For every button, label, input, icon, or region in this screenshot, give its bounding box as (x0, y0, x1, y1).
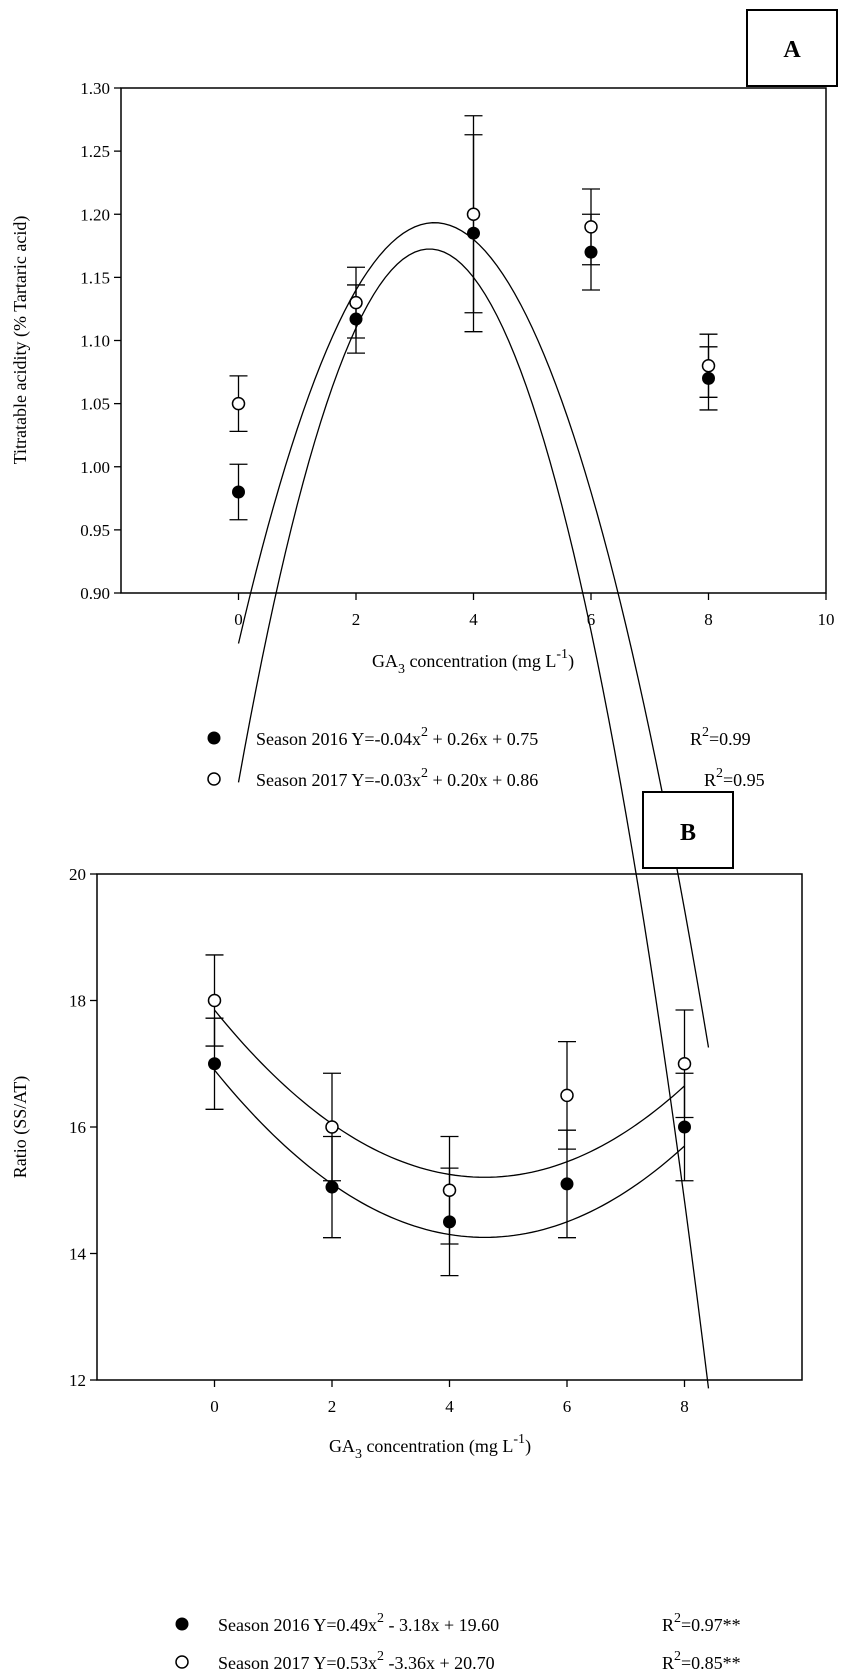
panel-a-fit-curves (237, 222, 710, 1389)
legend-b-2017-r2: R2=0.85** (662, 1649, 741, 1673)
y-tick-label: 1.30 (80, 79, 110, 98)
panel-b-letter: B (680, 820, 696, 846)
data-point-2016 (349, 312, 363, 326)
x-tick-label: 0 (210, 1397, 219, 1416)
x-tick-label: 10 (818, 610, 835, 629)
panel-a: A 0.90 0.95 1.00 1.05 1.10 1.15 1.20 1.25 1.30 0 2… (10, 9, 838, 1389)
data-point-2017 (231, 396, 246, 411)
data-point-2016 (467, 226, 480, 240)
data-point-2016 (208, 1057, 221, 1071)
legend-b-2016-marker (175, 1617, 189, 1631)
legend-a-2016-label: Season 2016 Y=-0.04x2 + 0.26x + 0.75 (256, 725, 538, 749)
x-tick-label: 0 (234, 610, 243, 629)
y-tick-label: 1.20 (80, 205, 110, 224)
fit-curve-season-2016 (237, 248, 710, 1389)
data-point-2017 (207, 993, 222, 1008)
data-point-2016 (678, 1120, 691, 1134)
legend-b-2017-marker (175, 1655, 189, 1669)
panel-a-x-axis-label: GA3 concentration (mg L-1) (372, 647, 574, 677)
panel-b-y-axis-label: Ratio (SS/AT) (10, 1076, 31, 1179)
data-point-2017 (442, 1183, 457, 1197)
y-tick-label: 1.05 (80, 395, 110, 414)
x-tick-label: 2 (352, 610, 361, 629)
x-tick-label: 2 (328, 1397, 337, 1416)
y-tick-label: 0.95 (80, 521, 110, 540)
x-tick-label: 6 (563, 1397, 572, 1416)
x-tick-label: 4 (445, 1397, 454, 1416)
panel-a-letter: A (783, 37, 801, 63)
y-tick-label: 14 (69, 1245, 87, 1264)
y-tick-label: 1.10 (80, 332, 110, 351)
panel-a-y-axis-label: Titratable acidity (% Tartaric acid) (10, 216, 31, 465)
y-tick-label: 1.25 (80, 142, 110, 161)
legend-a-2016-marker (207, 731, 221, 745)
legend-a-2017-label: Season 2017 Y=-0.03x2 + 0.20x + 0.86 (256, 766, 538, 790)
y-tick-label: 1.15 (80, 268, 110, 287)
panel-b-x-axis-label: GA3 concentration (mg L-1) (329, 1432, 531, 1462)
y-tick-label: 1.00 (80, 458, 110, 477)
data-point-2017 (466, 207, 481, 221)
panel-b: B 12 14 16 18 20 0 2 4 6 8 Ratio (SS/AT) GA3 conc… (10, 791, 803, 1673)
legend-a-2017-marker (207, 772, 221, 786)
panel-a-legend: Season 2016 Y=-0.04x2 + 0.26x + 0.75 R2=… (207, 725, 765, 790)
data-point-2016 (702, 371, 715, 385)
data-point-2017 (701, 359, 716, 373)
panel-b-legend: Season 2016 Y=0.49x2 - 3.18x + 19.60 R2=… (175, 1611, 741, 1673)
y-tick-label: 0.90 (80, 584, 110, 603)
data-point-2017 (349, 295, 363, 310)
data-point-2016 (325, 1180, 339, 1194)
panel-a-data-marks (229, 115, 718, 521)
x-tick-label: 4 (469, 610, 478, 629)
data-point-2017 (325, 1120, 339, 1134)
x-tick-label: 8 (680, 1397, 689, 1416)
data-point-2017 (560, 1088, 574, 1103)
panel-a-axis-ticks: 0.90 0.95 1.00 1.05 1.10 1.15 1.20 1.25 1.30 0 2 4 6… (80, 79, 834, 629)
legend-b-2016-label: Season 2016 Y=0.49x2 - 3.18x + 19.60 (218, 1611, 499, 1635)
panel-b-axis-ticks: 12 14 16 18 20 0 2 4 6 8 (69, 865, 689, 1416)
data-point-2017 (584, 220, 598, 234)
x-tick-label: 8 (704, 610, 713, 629)
y-tick-label: 12 (69, 1371, 86, 1390)
legend-a-2016-r2: R2=0.99 (690, 725, 751, 749)
panel-b-letter-box (642, 791, 734, 869)
legend-b-2017-label: Season 2017 Y=0.53x2 -3.36x + 20.70 (218, 1649, 495, 1673)
data-point-2016 (443, 1215, 456, 1229)
x-tick-label: 6 (587, 610, 596, 629)
panel-a-letter-box (746, 9, 838, 87)
data-point-2016 (584, 245, 598, 259)
legend-b-2016-r2: R2=0.97** (662, 1611, 741, 1635)
data-point-2016 (232, 485, 245, 499)
panel-b-data-marks (205, 954, 694, 1277)
fit-curve-season-2017 (237, 222, 710, 1048)
data-point-2016 (560, 1177, 574, 1191)
data-point-2017 (677, 1057, 692, 1071)
y-tick-label: 16 (69, 1118, 86, 1137)
panel-b-plot-frame (96, 873, 803, 1381)
y-tick-label: 18 (69, 992, 86, 1011)
legend-a-2017-r2: R2=0.95 (704, 766, 765, 790)
y-tick-label: 20 (69, 865, 86, 884)
